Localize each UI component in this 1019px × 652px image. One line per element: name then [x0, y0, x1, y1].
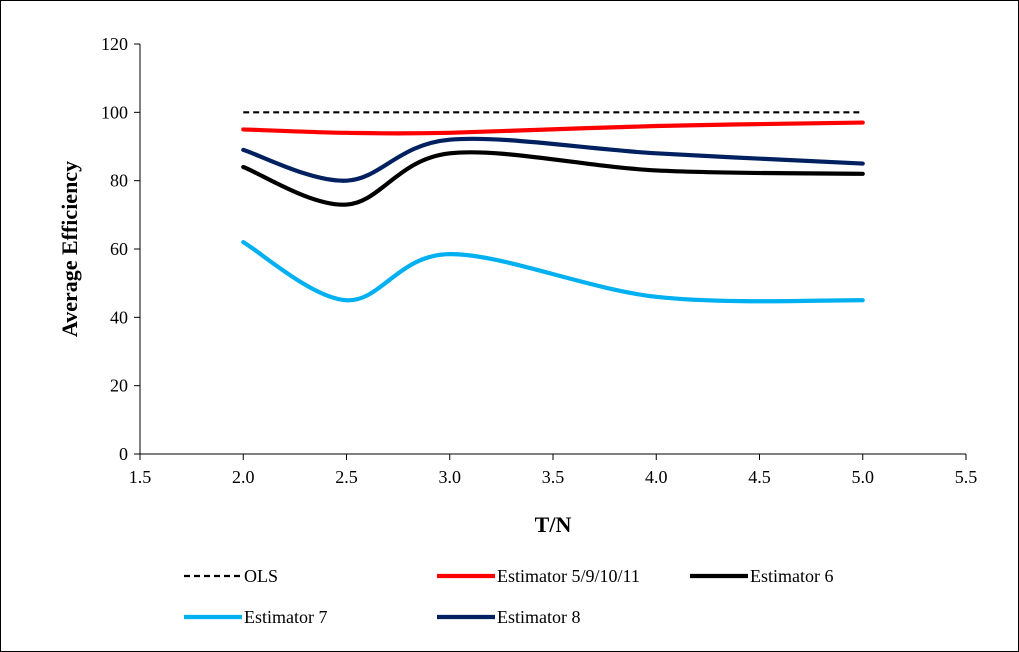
- y-tick-label: 80: [110, 171, 128, 191]
- y-tick-label: 40: [110, 307, 128, 327]
- y-tick-label: 120: [101, 34, 128, 54]
- x-tick-label: 4.0: [645, 467, 668, 487]
- x-tick-label: 2.5: [335, 467, 358, 487]
- x-tick-label: 3.5: [542, 467, 565, 487]
- legend-label: Estimator 6: [750, 566, 834, 586]
- y-axis-title: Average Efficiency: [57, 161, 82, 337]
- series-line-estimator-5-9-10-11: [241, 120, 865, 136]
- x-tick-label: 2.0: [232, 467, 255, 487]
- x-axis-title: T/N: [535, 512, 572, 537]
- y-tick-label: 20: [110, 376, 128, 396]
- x-tick-label: 1.5: [129, 467, 152, 487]
- series-line-estimator-7: [241, 240, 865, 304]
- x-tick-label: 3.0: [439, 467, 462, 487]
- legend-label: Estimator 7: [244, 607, 328, 627]
- legend-label: Estimator 8: [497, 607, 581, 627]
- y-tick-label: 0: [119, 444, 128, 464]
- x-tick-label: 4.5: [748, 467, 771, 487]
- tick-marks: 0 20 40 60 80 100 120 1.5 2.0 2.5 3.0 3.5 4.0 4.5 5.0 5…: [101, 34, 977, 487]
- axes: [139, 44, 966, 455]
- legend-label: OLS: [244, 566, 278, 586]
- series-line-estimator-6: [241, 150, 865, 207]
- legend-label: Estimator 5/9/10/11: [497, 566, 640, 586]
- y-tick-label: 100: [101, 102, 128, 122]
- x-tick-label: 5.5: [955, 467, 978, 487]
- y-tick-label: 60: [110, 239, 128, 259]
- series-lines: [241, 111, 865, 304]
- x-tick-label: 5.0: [852, 467, 875, 487]
- legend: OLS Estimator 5/9/10/11 Estimator 6 Estimat…: [184, 566, 834, 627]
- series-line-estimator-8: [241, 136, 865, 183]
